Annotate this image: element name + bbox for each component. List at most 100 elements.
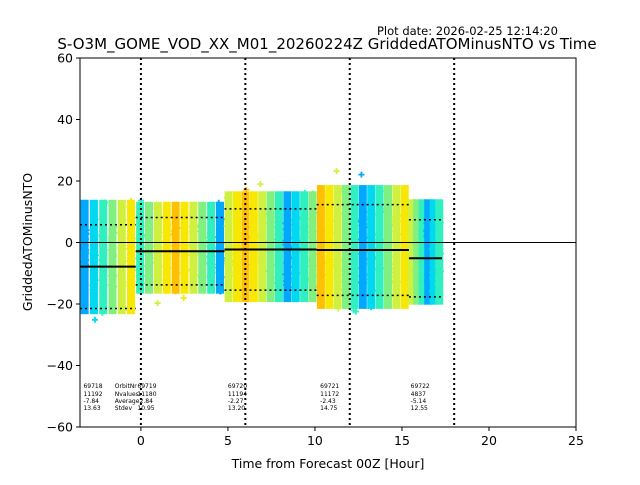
- orbit-stat-text: 69719: [137, 383, 156, 390]
- orbit-stat-text: -7.84: [83, 398, 99, 405]
- orbit-points-69721: [316, 168, 410, 315]
- point-cluster: [189, 201, 198, 294]
- stat-row-label: OrbitNr: [115, 383, 138, 390]
- point-cluster: [127, 199, 136, 315]
- point-cluster: [300, 191, 309, 303]
- point-cluster: [418, 199, 427, 305]
- point-cluster: [283, 191, 292, 303]
- orbit-stat-text: 69718: [83, 383, 102, 390]
- y-tick-label: 20: [57, 174, 73, 189]
- orbit-stat-text: 69720: [228, 383, 247, 390]
- point-cluster: [383, 185, 392, 309]
- y-tick-label: 60: [57, 51, 73, 66]
- orbit-stat-text: -2.43: [320, 398, 336, 405]
- orbit-stat-text: 11194: [228, 391, 247, 398]
- point-cluster: [171, 201, 180, 294]
- x-tick-label: 0: [137, 433, 145, 448]
- point-cluster: [350, 185, 359, 309]
- point-cluster: [89, 199, 98, 315]
- point-cluster: [435, 199, 444, 305]
- y-tick-label: −40: [47, 358, 73, 373]
- point-cluster: [429, 199, 438, 305]
- point-cluster: [249, 191, 258, 303]
- orbit-points-69718: [80, 197, 136, 323]
- y-tick-label: −20: [47, 297, 73, 312]
- point-cluster: [400, 185, 409, 309]
- orbit-stat-text: 11180: [137, 391, 156, 398]
- point-cluster: [145, 201, 154, 294]
- orbit-stat-text: -2.84: [137, 398, 153, 405]
- point: [154, 300, 161, 307]
- x-axis-label: Time from Forecast 00Z [Hour]: [231, 456, 425, 471]
- point-cluster: [308, 191, 317, 303]
- point-cluster: [136, 201, 145, 294]
- point-cluster: [108, 199, 117, 315]
- point-cluster: [180, 201, 189, 294]
- orbit-stat-text: 13.20: [228, 405, 245, 412]
- orbit-stat-text: -2.27: [228, 398, 244, 405]
- point-cluster: [80, 199, 89, 315]
- point: [257, 181, 264, 188]
- point-cluster: [258, 191, 267, 303]
- x-tick-label: 25: [568, 433, 584, 448]
- x-tick-label: 15: [394, 433, 410, 448]
- point-cluster: [407, 199, 416, 305]
- point-cluster: [153, 201, 162, 294]
- point: [91, 316, 98, 323]
- point-cluster: [367, 185, 376, 309]
- orbit-stat-text: 11172: [320, 391, 339, 398]
- point-cluster: [224, 191, 233, 303]
- orbit-stat-text: 12.55: [411, 405, 428, 412]
- point-cluster: [333, 185, 342, 309]
- y-tick-label: 40: [57, 112, 73, 127]
- x-tick-label: 20: [481, 433, 497, 448]
- orbit-stat-text: 11192: [83, 391, 102, 398]
- point-cluster: [117, 199, 126, 315]
- stat-row-label: Average: [115, 398, 140, 405]
- point-cluster: [413, 199, 422, 305]
- x-tick-label: 10: [307, 433, 323, 448]
- y-tick-label: 0: [65, 235, 73, 250]
- point-cluster: [375, 185, 384, 309]
- stat-row-label: Nvalues: [115, 391, 139, 398]
- orbit-stat-text: 13.63: [83, 405, 100, 412]
- point-cluster: [207, 201, 216, 294]
- orbit-points-69722: [407, 199, 444, 305]
- scatter-points: [80, 168, 444, 323]
- point-cluster: [358, 185, 367, 309]
- stat-row-label: Stdev: [115, 405, 133, 412]
- point-cluster: [342, 185, 351, 309]
- orbit-stat-text: 69722: [411, 383, 430, 390]
- orbit-stat-text: 4837: [411, 391, 426, 398]
- x-tick-label: 5: [224, 433, 232, 448]
- point-cluster: [266, 191, 275, 303]
- orbit-stat-text: 10.95: [137, 405, 154, 412]
- point-cluster: [291, 191, 300, 303]
- point-cluster: [424, 199, 433, 305]
- y-axis-label: GriddedATOMinusNTO: [20, 173, 35, 311]
- point: [358, 171, 365, 178]
- point: [333, 168, 340, 175]
- point-cluster: [325, 185, 334, 309]
- orbit-points-69719: [135, 197, 225, 307]
- axes: 0 5 10 15 20 25 −60 −40 −20 0 20 40 60: [47, 51, 584, 449]
- point-cluster: [316, 185, 325, 309]
- overlay-lines: [80, 58, 576, 427]
- point: [180, 294, 187, 301]
- point-cluster: [216, 201, 225, 294]
- point-cluster: [274, 191, 283, 303]
- orbit-stat-text: 14.75: [320, 405, 337, 412]
- point-cluster: [99, 199, 108, 315]
- orbit-points-69720: [223, 181, 318, 303]
- orbit-stat-text: 69721: [320, 383, 339, 390]
- point-cluster: [233, 191, 242, 303]
